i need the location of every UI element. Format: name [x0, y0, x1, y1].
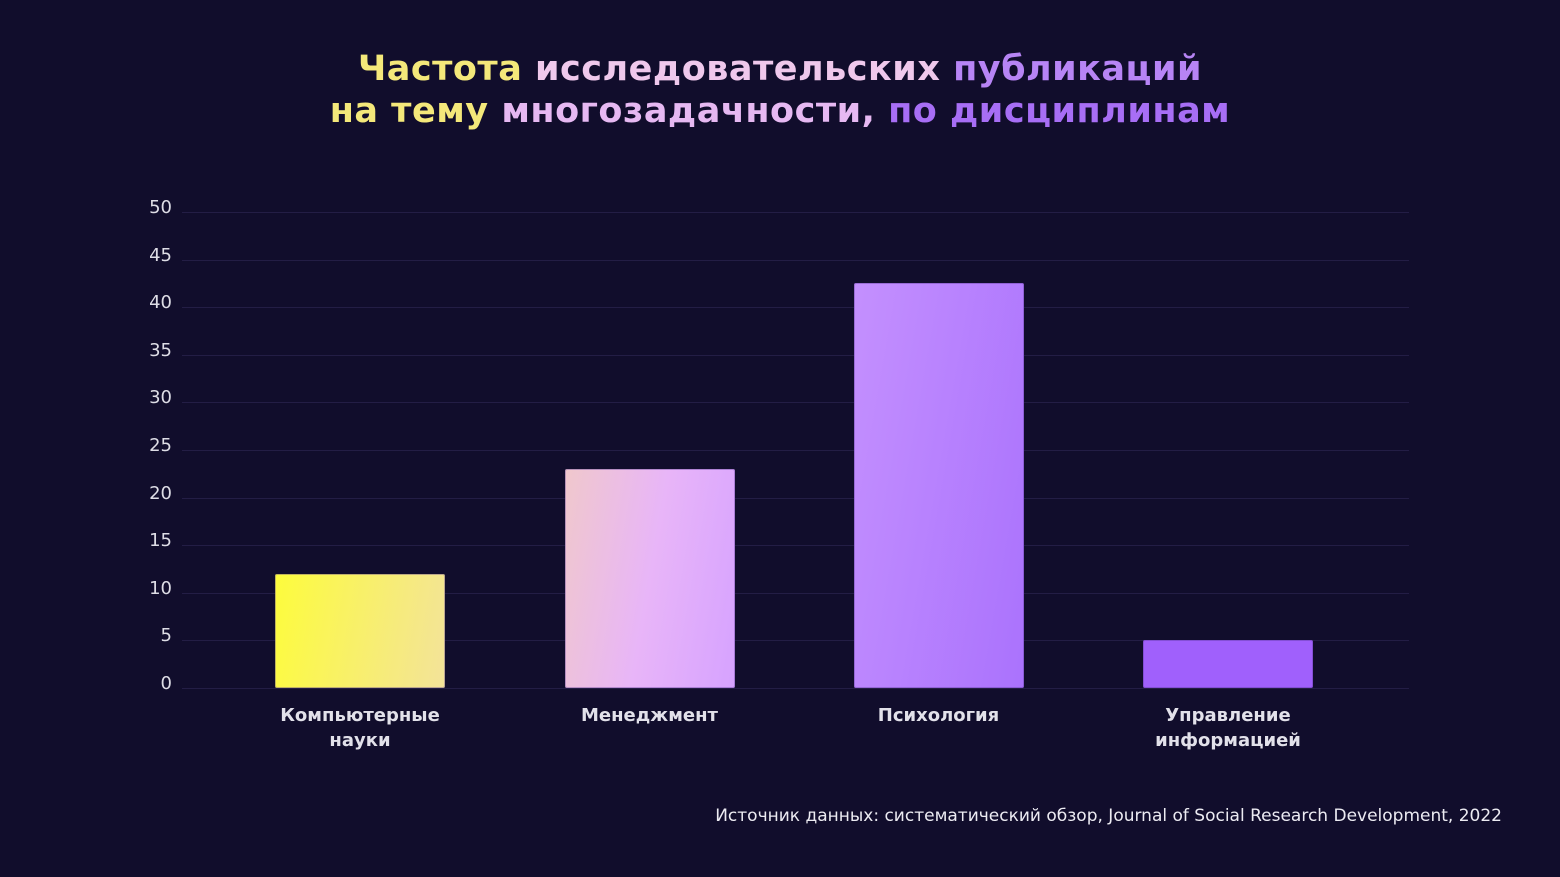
bar-1: [564, 469, 735, 688]
gridline: [182, 354, 1409, 356]
gridline: [182, 450, 1409, 451]
y-tick-label: 30: [149, 387, 172, 409]
title-segment: Частота: [357, 49, 536, 89]
gridline: [182, 497, 1409, 499]
gridline: [182, 640, 1409, 642]
gridline: [182, 545, 1409, 547]
gridline: [182, 688, 1409, 689]
gridline: [182, 212, 1409, 213]
gridline: [182, 402, 1409, 404]
title-line-2: на тему многозадачности, по дисциплинам: [0, 90, 1560, 132]
y-tick-label: 25: [149, 435, 172, 456]
y-tick-label: 20: [149, 482, 172, 504]
y-tick-label: 50: [149, 197, 172, 218]
gridline: [182, 259, 1409, 261]
chart-title: Частота исследовательских публикаций на …: [0, 48, 1560, 132]
title-segment: исследовательских: [535, 49, 954, 89]
x-category-label: Психология: [877, 705, 1000, 726]
x-category-label: Управление информацией: [1155, 705, 1301, 751]
y-tick-label: 0: [160, 673, 172, 694]
gridline: [182, 592, 1409, 594]
y-tick-label: 10: [149, 577, 172, 599]
x-category-label: Компьютерные науки: [280, 705, 440, 751]
y-tick-label: 40: [149, 292, 172, 314]
bar-2: [853, 283, 1024, 688]
title-segment: на тему: [329, 91, 502, 131]
y-tick-label: 5: [160, 625, 172, 647]
title-line-1: Частота исследовательских публикаций: [0, 48, 1560, 90]
y-tick-label: 45: [149, 244, 172, 266]
title-segment: по дисциплинам: [888, 91, 1231, 131]
x-category-label: Менеджмент: [580, 705, 718, 726]
data-source-note: Источник данных: систематический обзор, …: [715, 806, 1502, 826]
bar-0: [275, 573, 445, 688]
y-tick-label: 15: [149, 530, 172, 552]
y-tick-label: 35: [149, 339, 172, 361]
gridline: [182, 307, 1409, 309]
title-segment: многозадачности,: [501, 91, 889, 131]
bar-3: [1143, 640, 1313, 688]
title-segment: публикаций: [953, 49, 1203, 89]
